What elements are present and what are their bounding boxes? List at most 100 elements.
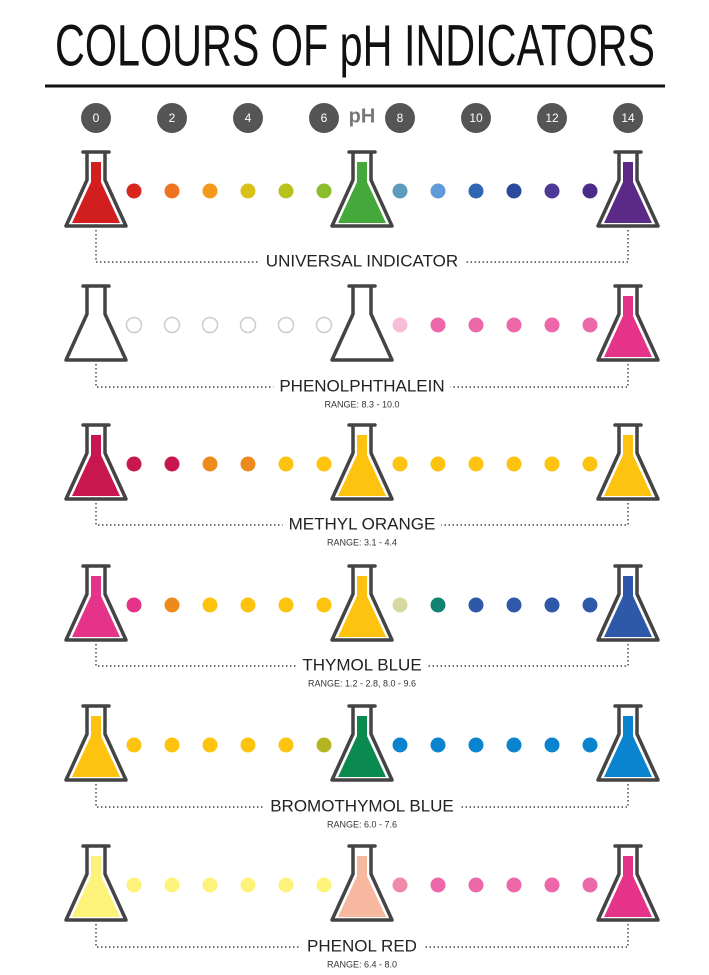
color-dot <box>506 456 522 472</box>
color-dot <box>544 317 560 333</box>
color-dot <box>468 877 484 893</box>
ph-badge <box>309 103 339 133</box>
ph-tick: 0 <box>93 111 100 125</box>
color-dot <box>506 877 522 893</box>
flask-liquid <box>72 435 120 496</box>
color-dot <box>164 877 180 893</box>
color-dot <box>544 737 560 753</box>
color-dot <box>278 597 294 613</box>
color-dot <box>468 737 484 753</box>
flask-liquid <box>604 716 652 777</box>
color-dot <box>392 456 408 472</box>
flask <box>330 425 394 501</box>
connector <box>95 644 297 667</box>
connector <box>464 230 629 263</box>
ph-tick: 12 <box>545 111 559 125</box>
indicator-range: RANGE: 8.3 - 10.0 <box>324 399 399 409</box>
ph-tick: 10 <box>469 111 483 125</box>
color-dot <box>468 183 484 199</box>
flask <box>330 152 394 228</box>
color-dot <box>582 877 598 893</box>
color-dot <box>163 316 181 334</box>
flask-liquid <box>72 576 120 637</box>
flask-liquid <box>338 162 386 223</box>
color-dot <box>430 317 446 333</box>
flask <box>330 846 394 922</box>
color-dot <box>582 737 598 753</box>
color-dot <box>316 456 332 472</box>
indicator-name: PHENOL RED <box>307 936 417 955</box>
flask <box>596 152 660 228</box>
color-dot <box>582 456 598 472</box>
color-dot <box>392 877 408 893</box>
flask-liquid <box>338 576 386 637</box>
flask-liquid <box>604 435 652 496</box>
color-dot <box>582 317 598 333</box>
flask <box>64 286 128 362</box>
color-dot <box>240 737 256 753</box>
indicator-range: RANGE: 1.2 - 2.8, 8.0 - 9.6 <box>308 678 416 688</box>
flask <box>64 846 128 922</box>
color-dot <box>544 877 560 893</box>
indicator-range: RANGE: 6.4 - 8.0 <box>327 959 397 969</box>
color-dot <box>126 183 142 199</box>
color-dot <box>201 316 219 334</box>
indicator-name: BROMOTHYMOL BLUE <box>270 796 454 815</box>
flask <box>330 706 394 782</box>
flask <box>596 846 660 922</box>
flask <box>596 425 660 501</box>
indicator-name: UNIVERSAL INDICATOR <box>266 251 458 270</box>
color-dot <box>506 597 522 613</box>
ph-badge <box>613 103 643 133</box>
color-dot <box>278 737 294 753</box>
ph-tick: 4 <box>245 111 252 125</box>
flask <box>64 425 128 501</box>
color-dot <box>430 183 446 199</box>
color-dot <box>468 597 484 613</box>
color-dot <box>582 183 598 199</box>
flask-liquid <box>72 856 120 917</box>
color-dot <box>125 316 143 334</box>
indicator-name: THYMOL BLUE <box>302 655 421 674</box>
color-dot <box>544 456 560 472</box>
color-dot <box>430 877 446 893</box>
color-dot <box>430 456 446 472</box>
color-dot <box>315 316 333 334</box>
flask <box>64 706 128 782</box>
ph-tick: 2 <box>169 111 176 125</box>
title: COLOURS OF pH INDICATORS <box>55 13 655 78</box>
flask-liquid <box>604 296 652 357</box>
flask-liquid <box>604 856 652 917</box>
color-dot <box>316 597 332 613</box>
ph-tick: 14 <box>621 111 635 125</box>
color-dot <box>316 183 332 199</box>
ph-badge <box>461 103 491 133</box>
ph-badge <box>157 103 187 133</box>
color-dot <box>544 183 560 199</box>
flask-liquid <box>604 162 652 223</box>
ph-tick: 8 <box>397 111 404 125</box>
color-dot <box>392 183 408 199</box>
connector <box>459 784 629 808</box>
color-dot <box>126 597 142 613</box>
color-dot <box>164 737 180 753</box>
ph-badge <box>385 103 415 133</box>
flask <box>64 152 128 228</box>
color-dot <box>164 456 180 472</box>
indicator-range: RANGE: 6.0 - 7.6 <box>327 819 397 829</box>
connector <box>422 924 629 948</box>
flask <box>64 566 128 642</box>
connector <box>95 503 283 526</box>
color-dot <box>240 597 256 613</box>
color-dot <box>202 183 218 199</box>
connector <box>95 924 302 948</box>
color-dot <box>126 456 142 472</box>
flask-liquid <box>72 162 120 223</box>
flask-liquid <box>338 296 386 357</box>
color-dot <box>506 317 522 333</box>
color-dot <box>240 456 256 472</box>
flask <box>330 286 394 362</box>
color-dot <box>277 316 295 334</box>
color-dot <box>240 183 256 199</box>
